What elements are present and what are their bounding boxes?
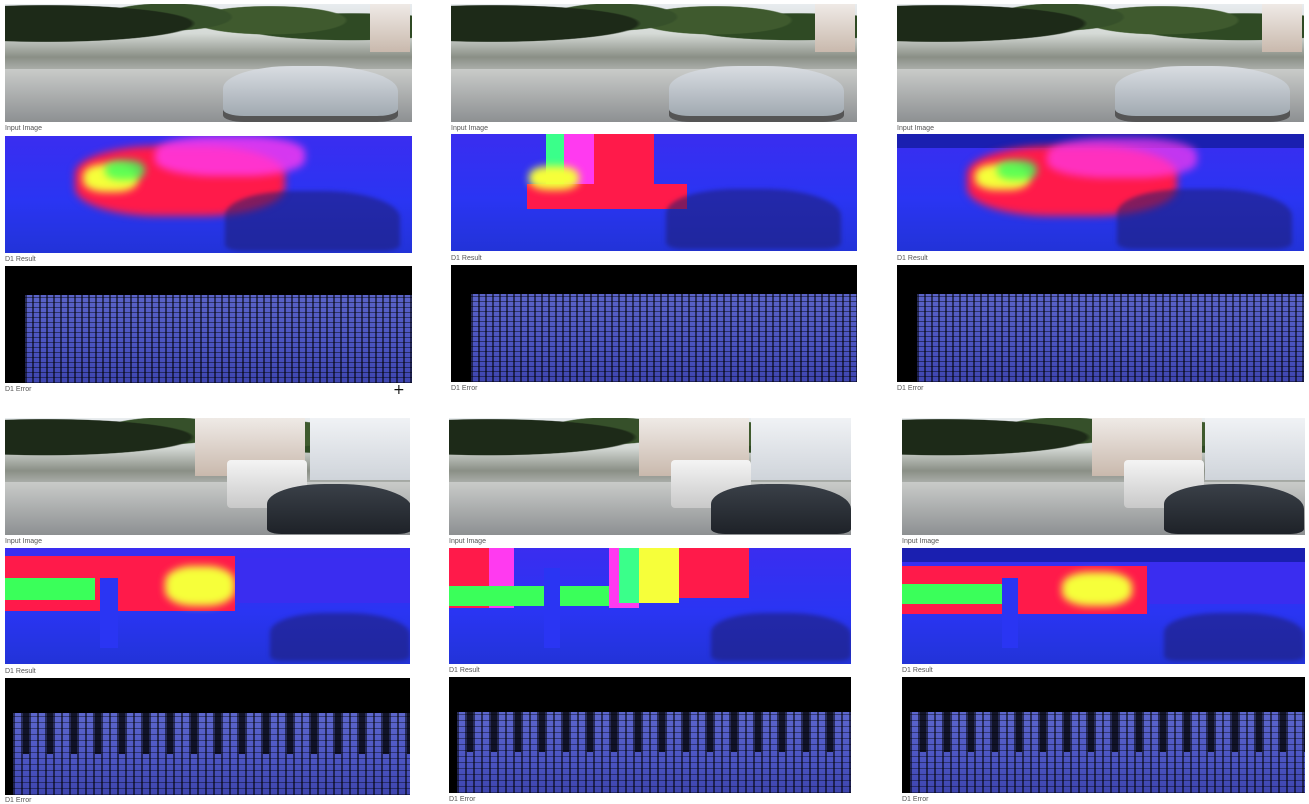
caption-d1-error: D1 Error bbox=[5, 797, 32, 804]
caption-d1-result: D1 Result bbox=[449, 667, 480, 674]
caption-d1-error: D1 Error bbox=[451, 385, 478, 392]
error-map-bottom-3 bbox=[902, 677, 1305, 793]
input-image-bottom-2 bbox=[449, 418, 851, 535]
error-map-top-2 bbox=[451, 265, 857, 382]
disparity-result-bottom-3 bbox=[902, 548, 1305, 664]
input-image-top-2 bbox=[451, 4, 857, 122]
input-image-top-1 bbox=[5, 4, 412, 122]
caption-input-image: Input Image bbox=[897, 125, 934, 132]
caption-d1-result: D1 Result bbox=[451, 255, 482, 262]
error-map-bottom-2 bbox=[449, 677, 851, 793]
car bbox=[669, 66, 844, 122]
caption-d1-error: D1 Error bbox=[449, 796, 476, 803]
input-image-top-3 bbox=[897, 4, 1304, 122]
car bbox=[711, 484, 851, 534]
disparity-result-top-2 bbox=[451, 134, 857, 251]
car bbox=[1164, 484, 1304, 534]
caption-input-image: Input Image bbox=[5, 538, 42, 545]
caption-d1-error: D1 Error bbox=[5, 386, 32, 393]
disparity-result-bottom-1 bbox=[5, 548, 410, 664]
input-image-bottom-1 bbox=[5, 418, 410, 535]
caption-d1-result: D1 Result bbox=[897, 255, 928, 262]
disparity-result-top-3 bbox=[897, 134, 1304, 251]
disparity-result-bottom-2 bbox=[449, 548, 851, 664]
car bbox=[267, 484, 410, 534]
caption-d1-result: D1 Result bbox=[902, 667, 933, 674]
car bbox=[1115, 66, 1290, 122]
car bbox=[223, 66, 398, 122]
caption-input-image: Input Image bbox=[902, 538, 939, 545]
caption-d1-error: D1 Error bbox=[897, 385, 924, 392]
caption-input-image: Input Image bbox=[449, 538, 486, 545]
crosshair-cursor-icon: + bbox=[393, 382, 405, 398]
error-map-bottom-1 bbox=[5, 678, 410, 795]
input-image-bottom-3 bbox=[902, 418, 1305, 535]
error-map-top-1 bbox=[5, 266, 412, 383]
caption-input-image: Input Image bbox=[451, 125, 488, 132]
caption-d1-result: D1 Result bbox=[5, 668, 36, 675]
caption-d1-result: D1 Result bbox=[5, 256, 36, 263]
error-map-top-3 bbox=[897, 265, 1304, 382]
disparity-result-top-1 bbox=[5, 136, 412, 253]
caption-input-image: Input Image bbox=[5, 125, 42, 132]
caption-d1-error: D1 Error bbox=[902, 796, 929, 803]
